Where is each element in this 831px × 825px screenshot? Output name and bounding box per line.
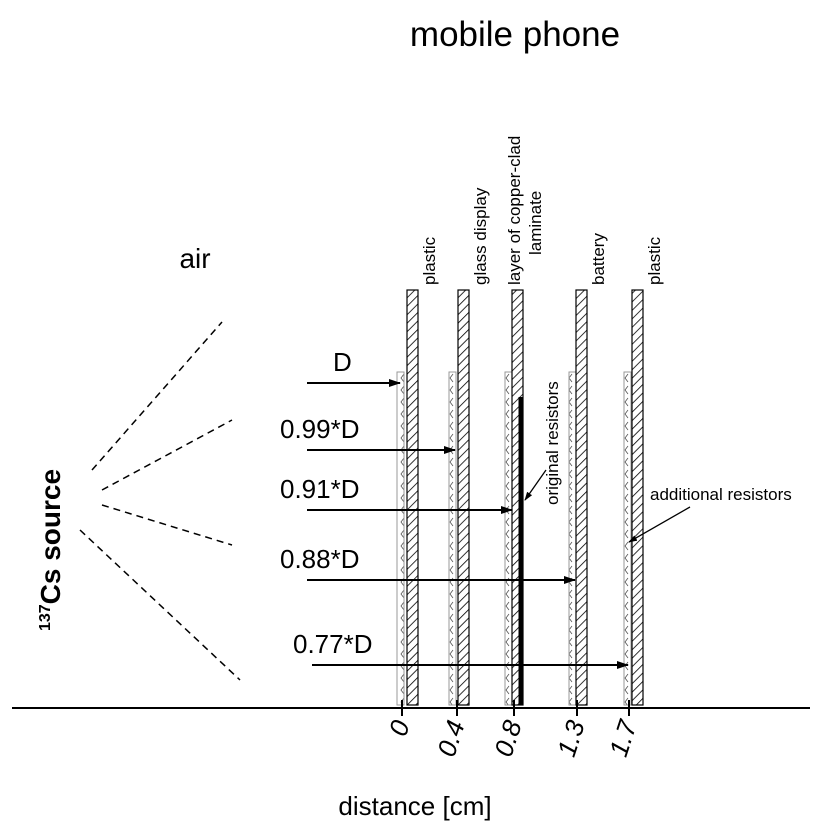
layer-label-group: layer of copper-clad laminate xyxy=(505,136,545,285)
layer-label-line: laminate xyxy=(526,191,545,255)
additional-resistors-label: additional resistors xyxy=(650,485,792,504)
resistor-strip xyxy=(623,371,632,706)
layer xyxy=(631,289,644,706)
tick-label: 0 xyxy=(383,716,416,740)
tick-label: 0.8 xyxy=(488,716,528,760)
resistor-strip xyxy=(448,371,457,706)
tick-label-group: 0.8 xyxy=(488,716,528,760)
dose-label: 0.77*D xyxy=(293,629,373,659)
dose-arrows: D 0.99*D 0.91*D 0.88*D 0.77*D xyxy=(280,347,629,669)
layer-label-line: layer of copper-clad xyxy=(505,136,524,285)
layer-label: plastic xyxy=(420,236,439,285)
dose-label: D xyxy=(333,347,352,377)
tick-label-group: 0.4 xyxy=(431,717,471,761)
resistor-strip xyxy=(396,371,405,706)
resistor-strip xyxy=(568,371,577,706)
svg-text:137Cs source: 137Cs source xyxy=(35,469,66,631)
tick-label: 1.3 xyxy=(551,716,591,760)
source-label: 137Cs source xyxy=(35,469,66,631)
layer-label-group: glass display xyxy=(471,187,490,285)
layer-label: layer of copper-clad laminate xyxy=(505,136,545,285)
dose-label: 0.88*D xyxy=(280,544,360,574)
source-name: Cs source xyxy=(35,469,66,604)
tick-label-group: 1.7 xyxy=(603,715,643,760)
dose-label: 0.91*D xyxy=(280,474,360,504)
layer-label: battery xyxy=(589,233,608,285)
tick-label-group: 1.3 xyxy=(551,716,591,760)
layer-label-group: battery xyxy=(589,233,608,285)
tick-label: 1.7 xyxy=(603,715,643,760)
pointer xyxy=(628,506,691,543)
isotope: 137 xyxy=(37,604,54,631)
resistor-strip xyxy=(504,371,513,706)
layer-label: plastic xyxy=(645,236,664,285)
layers: plastic glass display layer of copper-clad… xyxy=(396,136,664,706)
layer-label: glass display xyxy=(471,187,490,285)
dose-label: 0.99*D xyxy=(280,414,360,444)
radiation-rays xyxy=(79,321,241,681)
tick-label-group: 0 xyxy=(383,716,416,740)
layer xyxy=(575,289,588,706)
pointer xyxy=(524,469,547,501)
title: mobile phone xyxy=(410,15,620,54)
axis-label: distance [cm] xyxy=(338,791,491,821)
layer-label-group: plastic xyxy=(645,236,664,285)
original-resistors-label: original resistors xyxy=(543,381,562,505)
axis: 0 0.4 0.8 1.3 1.7 xyxy=(383,700,643,760)
layer xyxy=(406,289,419,706)
layer xyxy=(457,289,470,706)
layer-label-group: plastic xyxy=(420,236,439,285)
medium-label: air xyxy=(179,243,210,274)
tick-label: 0.4 xyxy=(431,717,471,761)
